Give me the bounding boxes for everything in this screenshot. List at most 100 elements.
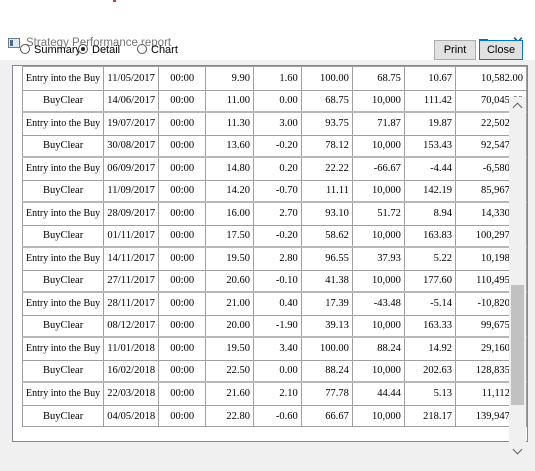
cell-date: 16/02/2018 bbox=[103, 360, 160, 382]
cell-date: 28/11/2017 bbox=[103, 290, 160, 316]
radio-chart-circle[interactable] bbox=[137, 44, 147, 54]
cell-c7: -4.44 bbox=[403, 155, 456, 181]
cell-c5: 17.39 bbox=[300, 290, 353, 316]
cell-c7: 8.94 bbox=[403, 200, 456, 226]
cell-c7: 10.67 bbox=[403, 66, 456, 91]
close-button[interactable]: Close bbox=[479, 40, 523, 60]
print-button[interactable]: Print bbox=[434, 40, 476, 60]
table-row[interactable]: BuyClear 14/06/2017 00:00 11.00 0.00 68.75 10,… bbox=[21, 90, 527, 112]
app-window-icon bbox=[8, 38, 20, 48]
cell-time: 00:00 bbox=[158, 225, 207, 247]
cell-c7: 177.60 bbox=[403, 270, 456, 292]
cell-c5: 96.55 bbox=[300, 245, 353, 271]
cell-c4: -0.20 bbox=[253, 135, 302, 157]
cell-date: 30/08/2017 bbox=[103, 135, 160, 157]
table-row[interactable]: Entry into the Buy 19/07/2017 00:00 11.30 3.… bbox=[21, 110, 527, 136]
cell-action: BuyClear bbox=[21, 225, 105, 247]
cell-date: 11/01/2018 bbox=[103, 335, 160, 361]
table-row[interactable]: Entry into the Buy 06/09/2017 00:00 14.80 0.… bbox=[21, 155, 527, 181]
table-row[interactable]: Entry into the Buy 11/05/2017 00:00 9.90 1.6… bbox=[21, 66, 527, 91]
cell-date: 27/11/2017 bbox=[103, 270, 160, 292]
cell-c6: 10,000 bbox=[351, 270, 405, 292]
radio-chart-label: Chart bbox=[151, 44, 178, 56]
cell-c5: 93.75 bbox=[300, 110, 353, 136]
cell-c3: 22.80 bbox=[205, 405, 255, 427]
report-grid[interactable]: Entry into the Buy 11/05/2017 00:00 9.90 1.6… bbox=[12, 65, 528, 442]
table-row[interactable]: BuyClear 01/11/2017 00:00 17.50 -0.20 58.62 10… bbox=[21, 225, 527, 247]
cell-time: 00:00 bbox=[158, 380, 207, 406]
radio-summary-label: Summary bbox=[34, 44, 82, 56]
scroll-up-icon[interactable] bbox=[509, 97, 526, 114]
cell-c4: 2.70 bbox=[253, 200, 302, 226]
cell-c3: 21.60 bbox=[205, 380, 255, 406]
cell-c3: 14.20 bbox=[205, 180, 255, 202]
table-row[interactable]: Entry into the Buy 11/01/2018 00:00 19.50 3.… bbox=[21, 335, 527, 361]
cell-action: Entry into the Buy bbox=[21, 200, 105, 226]
table-row[interactable]: BuyClear 27/11/2017 00:00 20.60 -0.10 41.38 10… bbox=[21, 270, 527, 292]
cell-c4: 3.40 bbox=[253, 335, 302, 361]
window-title: Strategy Performance report bbox=[26, 37, 172, 49]
cell-c7: 218.17 bbox=[403, 405, 456, 427]
table-row[interactable]: BuyClear 11/09/2017 00:00 14.20 -0.70 11.11 10… bbox=[21, 180, 527, 202]
cell-c4: -0.60 bbox=[253, 405, 302, 427]
cell-date: 08/12/2017 bbox=[103, 315, 160, 337]
radio-detail[interactable]: Detail bbox=[78, 44, 120, 60]
cell-time: 00:00 bbox=[158, 110, 207, 136]
radio-summary[interactable]: Summary bbox=[20, 44, 81, 60]
cell-c5: 68.75 bbox=[300, 90, 353, 112]
scroll-thumb[interactable] bbox=[511, 285, 524, 406]
cell-c7: 142.19 bbox=[403, 180, 456, 202]
cell-c5: 22.22 bbox=[300, 155, 353, 181]
cell-c6: 44.44 bbox=[351, 380, 405, 406]
cell-action: Entry into the Buy bbox=[21, 335, 105, 361]
table-row[interactable]: BuyClear 08/12/2017 00:00 20.00 -1.90 39.13 10… bbox=[21, 315, 527, 337]
cell-c6: 88.24 bbox=[351, 335, 405, 361]
radio-detail-circle[interactable] bbox=[78, 44, 88, 54]
cell-c6: 71.87 bbox=[351, 110, 405, 136]
cell-time: 00:00 bbox=[158, 270, 207, 292]
cell-time: 00:00 bbox=[158, 360, 207, 382]
cell-date: 01/11/2017 bbox=[103, 225, 160, 247]
cell-time: 00:00 bbox=[158, 90, 207, 112]
cell-c7: 202.63 bbox=[403, 360, 456, 382]
cell-c6: 37.93 bbox=[351, 245, 405, 271]
cell-c4: -1.90 bbox=[253, 315, 302, 337]
cell-c4: 1.60 bbox=[253, 66, 302, 91]
cell-action: BuyClear bbox=[21, 270, 105, 292]
table-row[interactable]: BuyClear 30/08/2017 00:00 13.60 -0.20 78.12 10… bbox=[21, 135, 527, 157]
cell-date: 11/05/2017 bbox=[103, 66, 160, 91]
cell-c4: 0.00 bbox=[253, 360, 302, 382]
cell-action: Entry into the Buy bbox=[21, 290, 105, 316]
cell-c7: 153.43 bbox=[403, 135, 456, 157]
table-row[interactable]: BuyClear 04/05/2018 00:00 22.80 -0.60 66.67 10… bbox=[21, 405, 527, 427]
cell-date: 06/09/2017 bbox=[103, 155, 160, 181]
scroll-down-icon[interactable] bbox=[509, 443, 526, 460]
cell-c7: -5.14 bbox=[403, 290, 456, 316]
table-row[interactable]: Entry into the Buy 28/09/2017 00:00 16.00 2.… bbox=[21, 200, 527, 226]
cell-c4: 2.80 bbox=[253, 245, 302, 271]
cell-c5: 58.62 bbox=[300, 225, 353, 247]
cell-c6: 10,000 bbox=[351, 225, 405, 247]
cell-action: BuyClear bbox=[21, 360, 105, 382]
cell-c6: 10,000 bbox=[351, 135, 405, 157]
cell-date: 11/09/2017 bbox=[103, 180, 160, 202]
cell-c3: 9.90 bbox=[205, 66, 255, 91]
table-row[interactable]: BuyClear 16/02/2018 00:00 22.50 0.00 88.24 10,… bbox=[21, 360, 527, 382]
radio-detail-label: Detail bbox=[92, 44, 121, 56]
cell-c3: 21.00 bbox=[205, 290, 255, 316]
table-row[interactable]: Entry into the Buy 14/11/2017 00:00 19.50 2.… bbox=[21, 245, 527, 271]
cell-c6: -43.48 bbox=[351, 290, 405, 316]
report-table: Entry into the Buy 11/05/2017 00:00 9.90 1.6… bbox=[21, 66, 527, 427]
table-row[interactable]: Entry into the Buy 22/03/2018 00:00 21.60 2.… bbox=[21, 380, 527, 406]
radio-summary-circle[interactable] bbox=[20, 44, 30, 54]
cell-c6: -66.67 bbox=[351, 155, 405, 181]
cell-time: 00:00 bbox=[158, 315, 207, 337]
cell-date: 28/09/2017 bbox=[103, 200, 160, 226]
radio-chart[interactable]: Chart bbox=[137, 44, 178, 60]
cell-c3: 11.00 bbox=[205, 90, 255, 112]
cell-c3: 19.50 bbox=[205, 245, 255, 271]
cell-c3: 20.00 bbox=[205, 315, 255, 337]
vertical-scrollbar[interactable] bbox=[509, 97, 526, 460]
cell-c3: 14.80 bbox=[205, 155, 255, 181]
table-row[interactable]: Entry into the Buy 28/11/2017 00:00 21.00 0.… bbox=[21, 290, 527, 316]
